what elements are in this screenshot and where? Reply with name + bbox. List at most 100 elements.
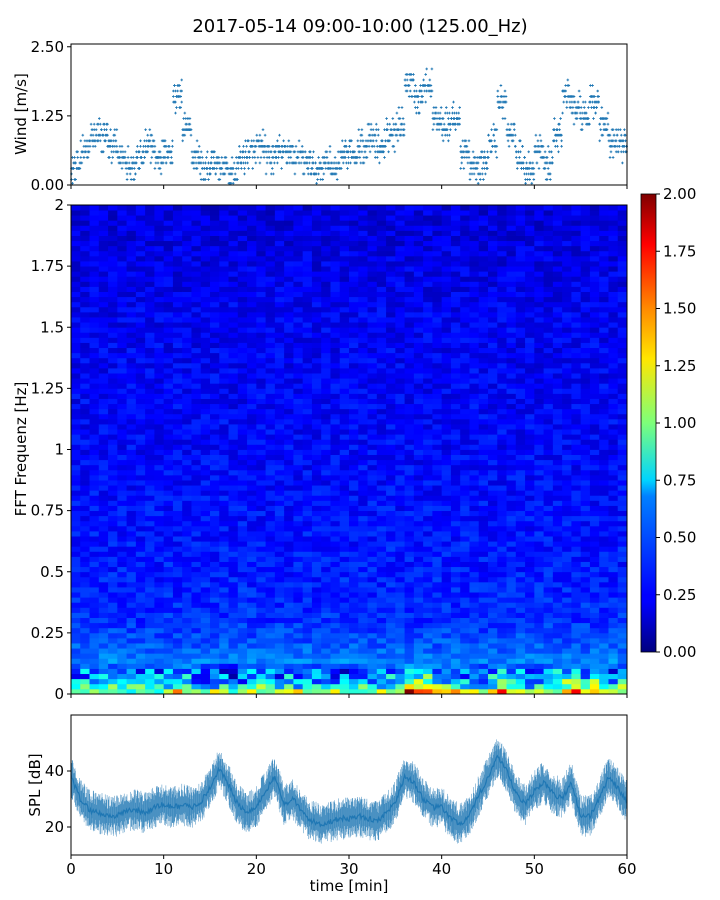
spectrogram-cell: [293, 296, 304, 303]
spectrogram-cell: [182, 352, 192, 359]
spectrogram-cell: [321, 541, 331, 547]
spectrogram-cell: [191, 383, 202, 389]
spectrogram-cell: [191, 250, 202, 257]
spectrogram-cell: [311, 602, 322, 608]
spectrogram-cell: [265, 429, 276, 435]
spectrogram-cell: [191, 581, 202, 588]
spectrogram-cell: [163, 373, 174, 379]
spectrogram-cell: [247, 571, 257, 578]
spectrogram-cell: [182, 230, 192, 236]
spectrogram-cell: [302, 210, 313, 216]
spectrogram-cell: [98, 332, 109, 338]
spectrogram-cell: [349, 643, 359, 649]
spectrogram-cell: [339, 368, 350, 374]
spectrogram-cell: [339, 322, 350, 328]
spectrogram-cell: [265, 281, 276, 287]
spectrogram-cell: [265, 383, 276, 389]
spectrogram-cell: [367, 311, 378, 318]
spectrogram-cell: [339, 240, 350, 247]
spectrogram-cell: [358, 240, 368, 247]
spectrogram-cell: [237, 357, 248, 364]
spectrogram-cell: [154, 454, 165, 461]
wind-marker: [458, 117, 461, 120]
spectrogram-cell: [228, 286, 239, 292]
spectrogram-cell: [71, 454, 81, 461]
spectrogram-cell: [80, 408, 90, 415]
spectrogram-cell: [284, 668, 294, 675]
spectrogram-cell: [219, 571, 229, 578]
spectrogram-cell: [117, 485, 127, 491]
spectrogram-cell: [237, 597, 248, 603]
spectrogram-cell: [117, 653, 127, 659]
spectrogram-cell: [256, 235, 266, 242]
spectrogram-cell: [358, 531, 368, 537]
spectrogram-cell: [98, 632, 109, 639]
spectrogram-cell: [237, 673, 248, 680]
wind-marker: [335, 178, 339, 181]
spectrogram-cell: [219, 403, 229, 410]
spectrogram-cell: [302, 525, 313, 532]
spectrogram-cell: [321, 556, 331, 562]
spectrogram-cell: [349, 261, 359, 267]
spectrogram-cell: [108, 592, 118, 598]
spectrogram-cell: [163, 271, 174, 277]
spectrogram-cell: [247, 480, 257, 486]
spectrogram-cell: [274, 581, 285, 588]
spectrogram-cell: [256, 607, 266, 613]
spectrogram-cell: [358, 520, 368, 527]
spectrogram-cell: [247, 296, 257, 303]
spectrogram-cell: [358, 668, 368, 675]
spectrogram-cell: [293, 306, 304, 313]
spectrogram-cell: [172, 327, 183, 333]
spectrogram-cell: [339, 515, 350, 522]
spectrogram-cell: [126, 250, 137, 257]
wind-marker: [188, 122, 192, 126]
spectrogram-cell: [172, 485, 183, 491]
spectrogram-cell: [172, 520, 183, 527]
wind-marker: [233, 172, 237, 176]
spectrogram-cell: [163, 653, 174, 659]
spectrogram-cell: [321, 444, 331, 450]
wind-marker: [259, 156, 263, 159]
wind-marker: [140, 156, 143, 159]
spectrogram-cell: [191, 673, 202, 680]
spectrogram-cell: [200, 393, 211, 399]
spectrogram-cell: [98, 413, 109, 420]
spectrogram-cell: [154, 215, 165, 221]
spectrogram-cell: [367, 653, 378, 659]
spectrogram-cell: [89, 525, 100, 532]
spectrogram-cell: [172, 424, 183, 430]
spectrogram-cell: [358, 551, 368, 557]
wind-marker: [383, 156, 386, 159]
spectrogram-cell: [191, 271, 202, 277]
spectrogram-cell: [265, 612, 276, 618]
spectrogram-cell: [172, 240, 183, 247]
spectrogram-cell: [80, 576, 90, 583]
spectrogram-cell: [117, 383, 127, 389]
wind-marker: [504, 100, 508, 104]
spectrogram-cell: [358, 210, 368, 216]
spectrogram-cell: [163, 266, 174, 272]
spectrogram-cell: [154, 587, 165, 593]
spectrogram-cell: [321, 311, 331, 318]
spectrogram-cell: [135, 658, 146, 664]
spectrogram-cell: [349, 459, 359, 466]
spectrogram-cell: [265, 688, 276, 695]
spectrogram-cell: [191, 627, 202, 634]
spectrogram-cell: [367, 520, 378, 527]
spectrogram-cell: [256, 622, 266, 629]
wind-marker: [174, 100, 177, 104]
spectrogram-cell: [200, 317, 211, 323]
spectrogram-cell: [108, 306, 118, 313]
spectrogram-cell: [293, 327, 304, 333]
spectrogram-cell: [349, 286, 359, 292]
wind-marker: [556, 145, 559, 148]
wind-marker: [587, 106, 590, 109]
spectrogram-cell: [145, 261, 155, 267]
wind-marker: [204, 161, 207, 165]
spectrogram-cell: [200, 332, 211, 338]
wind-marker: [277, 156, 280, 159]
spectrogram-cell: [117, 424, 127, 430]
spectrogram-cell: [274, 571, 285, 578]
spectrogram-cell: [89, 643, 100, 649]
